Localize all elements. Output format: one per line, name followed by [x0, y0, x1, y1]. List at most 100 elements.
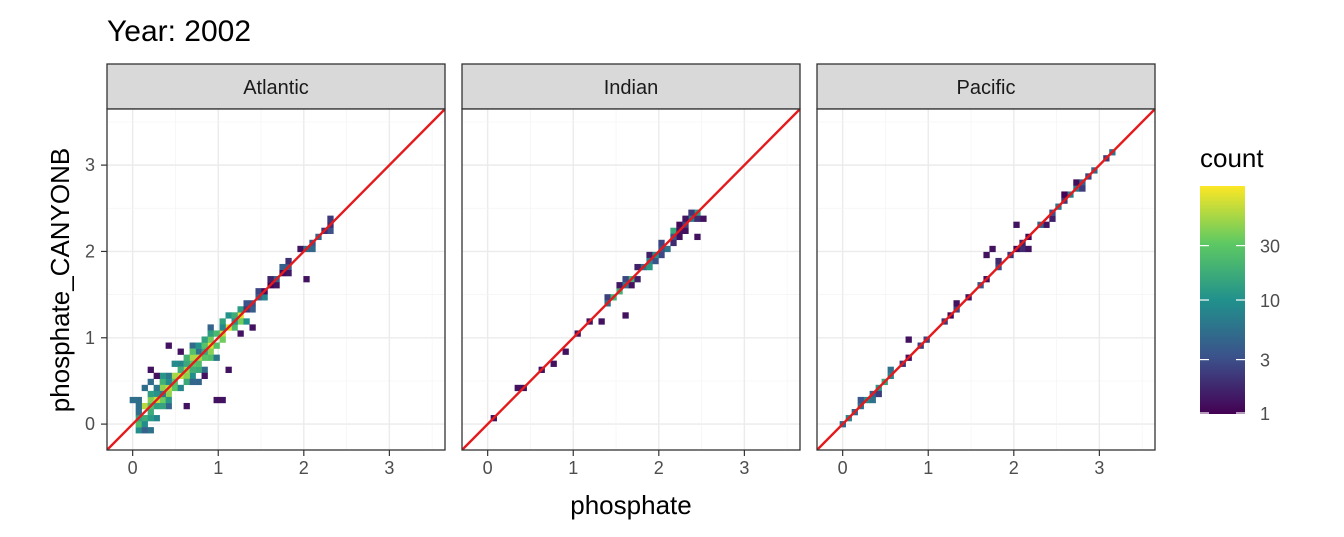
heatmap-bin [670, 227, 677, 234]
heatmap-bin [267, 276, 274, 283]
x-tick-label: 0 [483, 458, 493, 478]
heatmap-bin [694, 215, 701, 222]
heatmap-bin [1019, 245, 1026, 253]
heatmap-bin [195, 348, 202, 355]
x-tick-label: 1 [923, 458, 933, 478]
heatmap-bin [682, 215, 689, 222]
panel-indian: Indian [461, 63, 801, 451]
heatmap-bin [225, 312, 232, 319]
heatmap-bin [195, 378, 202, 386]
heatmap-bin [676, 221, 683, 228]
heatmap-bin [165, 342, 172, 349]
legend-breaks: 1 3 10 30 [1200, 237, 1280, 424]
heatmap-bin [664, 245, 671, 253]
heatmap-bin [213, 330, 220, 337]
heatmap-bin [562, 348, 569, 355]
heatmap-bin [141, 415, 148, 422]
heatmap-bin [628, 282, 635, 289]
heatmap-bin [165, 390, 172, 398]
heatmap-bin [694, 233, 701, 241]
heatmap-bin [183, 360, 190, 367]
heatmap-bin [147, 366, 154, 373]
heatmap-bin [303, 276, 310, 283]
heatmap-bin [135, 421, 142, 428]
heatmap-bin [219, 324, 226, 331]
heatmap-bin [207, 354, 214, 361]
heatmap-bin [869, 396, 876, 404]
heatmap-bin [165, 402, 172, 410]
heatmap-bin [1025, 245, 1032, 253]
heatmap-bin [309, 245, 316, 253]
heatmap-bin [189, 372, 196, 380]
heatmap-bin [989, 245, 996, 253]
heatmap-bin [141, 384, 148, 392]
heatmap-bin [147, 390, 154, 398]
heatmap-bin [135, 402, 142, 410]
heatmap-bin [1013, 221, 1020, 228]
identity-line [817, 109, 1155, 450]
heatmap-bin [135, 408, 142, 416]
panel-plot-area [462, 109, 800, 450]
panel-pacific: Pacific [816, 63, 1156, 451]
heatmap-bin [634, 263, 641, 271]
heatmap-bin [237, 318, 244, 325]
heatmap-bin [670, 239, 677, 247]
heatmap-bin [676, 233, 683, 241]
heatmap-bin [243, 300, 250, 307]
heatmap-bin [604, 294, 611, 301]
heatmap-bin [195, 342, 202, 349]
legend-break-label: 3 [1260, 351, 1270, 371]
heatmap-bin [141, 402, 148, 410]
facet-strip [461, 63, 801, 110]
heatmap-bin [201, 336, 208, 343]
heatmap-bin [1049, 215, 1056, 222]
heatmap-bin [183, 378, 190, 386]
heatmap-bin [129, 396, 136, 404]
heatmap-bin [616, 282, 623, 289]
legend-break-label: 1 [1260, 404, 1270, 424]
y-tick-label: 1 [85, 328, 95, 348]
heatmap-bin [983, 251, 990, 259]
heatmap-bin [171, 360, 178, 367]
heatmap-bin [177, 348, 184, 355]
heatmap-bin [622, 276, 629, 283]
heatmap-bin [285, 257, 292, 265]
heatmap-bin [219, 396, 226, 404]
heatmap-bin [682, 227, 689, 234]
panel-border [106, 108, 446, 451]
heatmap-bin [207, 336, 214, 343]
legend-title: count [1200, 143, 1264, 173]
heatmap-bin [249, 306, 256, 313]
heatmap-bin [159, 372, 166, 380]
heatmap-bin [171, 384, 178, 392]
legend-break-label: 10 [1260, 291, 1280, 311]
heatmap-bin [207, 330, 214, 337]
heatmap-bin [141, 421, 148, 428]
heatmap-bin [249, 324, 256, 331]
heatmap-bin [652, 257, 659, 265]
panel-plot-area [107, 109, 445, 450]
heatmap-bin [189, 366, 196, 373]
heatmap-bin [177, 384, 184, 392]
heatmap-bin [243, 318, 250, 325]
heatmap-bin [646, 251, 653, 259]
heatmap-bin [225, 366, 232, 373]
facet-label: Pacific [957, 77, 1016, 99]
heatmap-bin [237, 330, 244, 337]
heatmap-bin [159, 378, 166, 386]
heatmap-bin [201, 372, 208, 380]
heatmap-bin [1073, 179, 1080, 186]
heatmap-bin [658, 251, 665, 259]
heatmap-bin [147, 408, 154, 416]
heatmap-bin [153, 402, 160, 410]
x-tick-label: 0 [128, 458, 138, 478]
heatmap-bin [141, 427, 148, 434]
heatmap-bin [297, 245, 304, 253]
heatmap-bin [700, 215, 707, 222]
heatmap-bin [550, 360, 557, 367]
heatmap-bin [165, 378, 172, 386]
heatmap-bin [285, 270, 292, 277]
heatmap-bin [953, 300, 960, 307]
x-tick-label: 2 [299, 458, 309, 478]
